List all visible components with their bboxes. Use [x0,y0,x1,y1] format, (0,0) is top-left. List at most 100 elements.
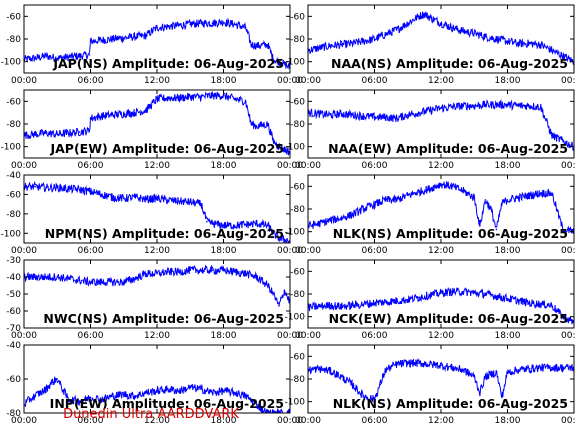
data-point [484,199,487,201]
data-point [45,186,47,189]
data-point [134,35,136,38]
data-point [362,208,365,210]
data-point [89,281,92,283]
data-point [156,98,158,100]
data-point [517,42,520,45]
y-tick-label: -100 [285,228,306,238]
panel-1: -100 -80 -60 00:00 06:00 12:00 18:00 00:00 NAA(N… [285,4,576,86]
data-point [145,34,147,37]
data-point [423,13,426,15]
data-point [45,388,47,391]
panel-title: NPM(NS) Amplitude: 06-Aug-2025 [45,226,284,241]
data-point [473,32,476,35]
data-point [233,98,236,100]
data-point [222,269,225,272]
data-point [490,208,492,210]
x-tick-label: 06:00 [362,161,388,171]
y-tick-label: -40 [6,273,21,283]
data-point [429,109,431,112]
data-point [501,202,503,205]
x-tick-label: 00:00 [11,246,37,256]
data-point [222,21,225,23]
data-point [211,269,214,272]
data-point [244,272,247,275]
data-point [351,42,354,45]
data-point [562,366,564,369]
x-tick-label: 06:00 [78,416,104,426]
data-point [200,96,203,98]
x-tick-label: 06:00 [78,161,104,171]
data-point [255,276,258,278]
y-tick-label: -40 [6,171,21,181]
x-tick-label: 18:00 [211,76,237,86]
data-point [340,43,343,46]
data-point [189,23,192,26]
y-tick-label: -80 [6,120,21,130]
data-point [478,391,481,394]
data-point [451,290,453,293]
data-point [34,185,36,188]
data-point [429,294,431,296]
data-point [111,395,114,397]
data-point [406,114,409,116]
y-tick-label: -80 [6,210,21,220]
y-tick-label: -60 [6,375,21,385]
data-point [34,395,36,397]
panel-title: NCK(EW) Amplitude: 06-Aug-2025 [329,311,568,326]
y-tick-label: -80 [290,120,305,130]
footer-caption: Dunedin Ultra AARDDVARK [63,407,239,422]
panel-title: NLK(NS) Amplitude: 06-Aug-2025 [333,226,568,241]
data-point [222,224,225,227]
data-point [528,42,531,45]
panel-0: -100 -80 -60 00:00 06:00 12:00 18:00 00:00 JAP(N… [1,4,303,86]
data-point [45,276,47,278]
data-point [255,222,258,225]
data-point [329,370,331,372]
data-point [340,217,343,219]
data-point [167,97,169,99]
data-point [111,281,114,283]
panel-9: -100 -80 -60 00:00 06:00 12:00 18:00 00:00 NLK(N… [285,344,576,426]
data-point [539,192,542,194]
data-point [134,277,136,280]
data-point [517,369,520,371]
data-point [250,43,253,46]
data-point [244,395,247,397]
data-point [200,203,203,205]
y-tick-label: -80 [290,35,305,45]
y-tick-label: -30 [6,256,21,266]
x-tick-label: 12:00 [144,76,170,86]
data-point [406,362,409,364]
data-point [539,303,542,306]
data-point [528,368,531,370]
data-point [178,24,180,27]
y-tick-label: -100 [1,143,22,153]
data-point [451,185,453,188]
data-point [318,368,320,370]
data-point [351,114,354,116]
y-tick-label: -60 [290,267,305,277]
panel-7: -100 -80 -60 00:00 06:00 12:00 18:00 00:00 NCK(E… [285,259,576,341]
data-point [528,194,531,197]
data-point [506,297,509,300]
x-tick-label: 06:00 [362,76,388,86]
data-point [122,281,125,283]
x-tick-label: 12:00 [144,331,170,341]
data-point [244,223,247,226]
x-tick-label: 00:00 [295,331,321,341]
data-point [373,116,376,118]
data-point [78,131,81,133]
data-point [189,96,192,98]
data-point [56,133,59,135]
panel-title: JAP(EW) Amplitude: 06-Aug-2025 [49,141,284,156]
panel-title: NWC(NS) Amplitude: 06-Aug-2025 [43,311,284,326]
data-point [78,400,81,402]
data-point [111,196,114,199]
data-point [373,38,376,40]
data-point [111,38,114,40]
x-tick-label: 12:00 [428,246,454,256]
y-tick-label: -50 [6,290,21,300]
data-point [50,381,53,384]
x-tick-label: 00:00 [277,246,303,256]
data-point [178,390,180,392]
